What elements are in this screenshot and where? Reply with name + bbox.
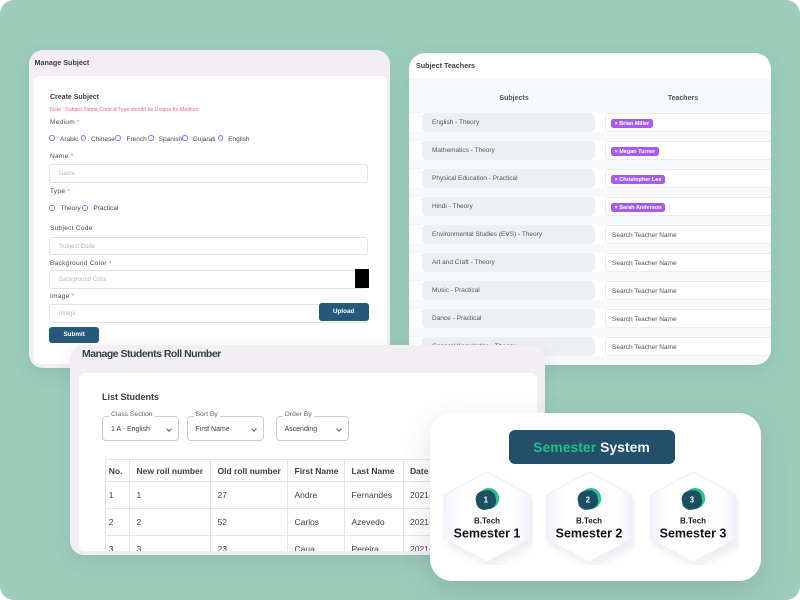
svg-text:Semester 3: Semester 3 [659,527,726,541]
svg-text:B.Tech: B.Tech [679,516,705,525]
svg-text:3: 3 [689,496,694,505]
svg-text:Semester 1: Semester 1 [453,527,520,541]
svg-text:2: 2 [585,496,590,505]
svg-text:Semester 2: Semester 2 [555,527,622,541]
svg-text:B.Tech: B.Tech [474,516,500,525]
svg-text:1: 1 [483,496,488,505]
svg-text:B.Tech: B.Tech [575,516,601,525]
